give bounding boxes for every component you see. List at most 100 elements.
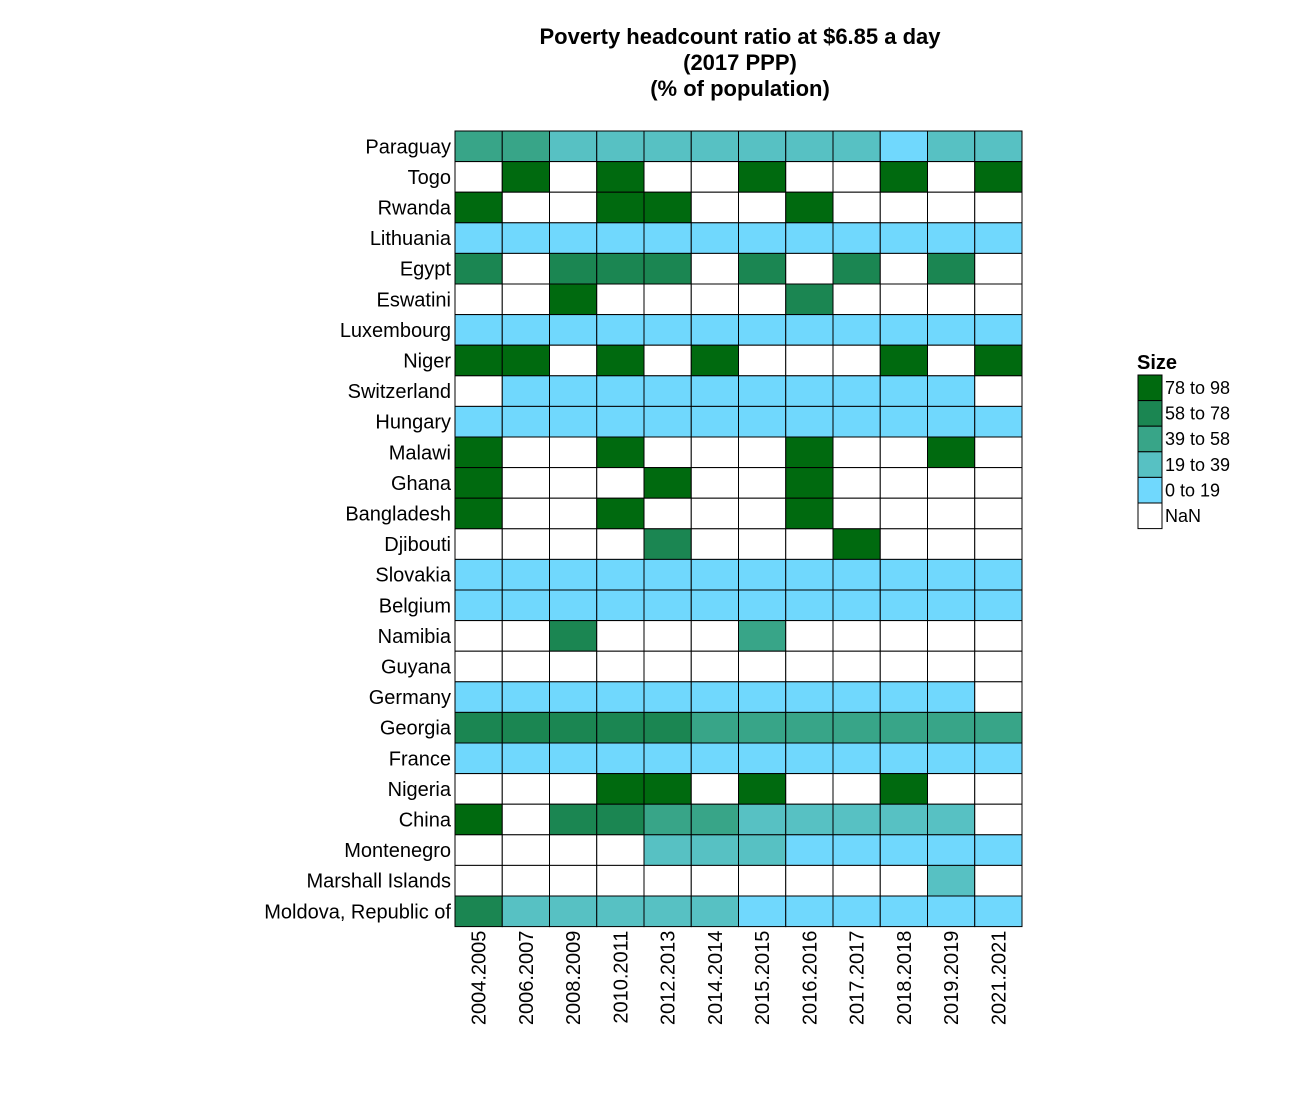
heatmap-cell — [643, 528, 692, 560]
column-label: 2014.2014 — [705, 931, 727, 1026]
heatmap-cell — [596, 497, 645, 530]
heatmap-cell — [643, 803, 692, 836]
heatmap-cell — [785, 742, 834, 775]
heatmap-cell — [690, 161, 739, 193]
heatmap-cell — [643, 681, 692, 713]
heatmap-cell — [879, 344, 928, 377]
heatmap-cell — [596, 314, 645, 346]
legend-label: 39 to 58 — [1165, 429, 1230, 449]
heatmap-cell — [879, 864, 928, 897]
heatmap-cell — [501, 252, 550, 285]
row-label: Montenegro — [344, 840, 451, 862]
heatmap-cell — [927, 711, 976, 744]
heatmap-cell — [927, 467, 976, 499]
heatmap-cell — [879, 620, 928, 652]
legend-label: NaN — [1165, 506, 1201, 526]
heatmap-cell — [738, 436, 787, 469]
legend-swatch — [1137, 476, 1163, 504]
heatmap-cell — [643, 161, 692, 193]
heatmap-cell — [927, 130, 976, 163]
heatmap-cell — [879, 161, 928, 193]
heatmap-cell — [974, 222, 1023, 254]
heatmap-cell — [832, 803, 881, 836]
heatmap-cell — [596, 681, 645, 713]
heatmap-cell — [738, 711, 787, 744]
row-label: Marshall Islands — [306, 871, 451, 893]
heatmap-cell — [927, 314, 976, 346]
heatmap-cell — [785, 222, 834, 254]
heatmap-cell — [643, 130, 692, 163]
heatmap-cell — [832, 191, 881, 224]
heatmap-cell — [501, 589, 550, 622]
heatmap-cell — [549, 558, 598, 591]
row-labels: Paraguay Togo Rwanda Lithuania Egypt Eswatini… — [264, 136, 452, 923]
heatmap-cell — [501, 436, 550, 469]
heatmap-cell — [596, 344, 645, 377]
heatmap-cell — [879, 558, 928, 591]
heatmap-cell — [690, 314, 739, 346]
heatmap-cell — [501, 314, 550, 346]
row-label: Belgium — [379, 595, 451, 617]
heatmap-cell — [549, 589, 598, 622]
legend-label: 0 to 19 — [1165, 480, 1220, 500]
heatmap-cell — [643, 620, 692, 652]
heatmap-cell — [785, 558, 834, 591]
heatmap-cell — [785, 191, 834, 224]
legend-swatch — [1137, 400, 1163, 427]
row-label: Niger — [403, 351, 451, 373]
heatmap-cell — [785, 864, 834, 897]
heatmap-cell — [832, 620, 881, 652]
heatmap-cell — [596, 620, 645, 652]
row-label: Togo — [408, 167, 451, 189]
heatmap-cell — [974, 711, 1023, 744]
heatmap-cell — [879, 528, 928, 560]
heatmap-cell — [643, 742, 692, 775]
legend: Size 78 to 98 58 to 78 39 to 58 19 to 39 0 to… — [1137, 352, 1230, 530]
heatmap-cell — [974, 773, 1023, 805]
heatmap-cell — [596, 222, 645, 254]
heatmap-cell — [974, 558, 1023, 591]
heatmap-cell — [690, 864, 739, 897]
heatmap-cell — [643, 375, 692, 407]
row-label: Hungary — [375, 412, 451, 434]
heatmap-cell — [501, 191, 550, 224]
heatmap-cell — [879, 497, 928, 530]
heatmap-cell — [974, 497, 1023, 530]
heatmap-cell — [879, 834, 928, 866]
heatmap-cell — [690, 283, 739, 316]
heatmap-cell — [785, 436, 834, 469]
heatmap-cell — [927, 558, 976, 591]
heatmap-cell — [690, 467, 739, 499]
heatmap-cell — [832, 834, 881, 866]
heatmap-cell — [738, 191, 787, 224]
heatmap-cell — [832, 528, 881, 560]
heatmap-cell — [879, 650, 928, 683]
heatmap-cell — [738, 375, 787, 407]
heatmap-cell — [454, 314, 503, 346]
column-label: 2017.2017 — [847, 931, 869, 1026]
heatmap-cell — [643, 497, 692, 530]
heatmap-cell — [596, 895, 645, 928]
heatmap-cell — [974, 344, 1023, 377]
heatmap-cell — [454, 467, 503, 499]
heatmap-cell — [690, 375, 739, 407]
heatmap-cell — [549, 436, 598, 469]
heatmap-cell — [454, 773, 503, 805]
heatmap-cell — [974, 405, 1023, 438]
heatmap-cell — [690, 650, 739, 683]
heatmap-cell — [832, 589, 881, 622]
legend-label: 58 to 78 — [1165, 404, 1230, 424]
heatmap-cell — [596, 283, 645, 316]
heatmap-cell — [738, 834, 787, 866]
heatmap-cell — [596, 864, 645, 897]
heatmap-cell — [454, 620, 503, 652]
row-label: Moldova, Republic of — [264, 901, 451, 923]
column-label: 2012.2013 — [658, 931, 680, 1026]
heatmap-cell — [454, 222, 503, 254]
heatmap-cell — [549, 130, 598, 163]
heatmap-cell — [690, 589, 739, 622]
heatmap-cell — [501, 375, 550, 407]
heatmap-cell — [454, 711, 503, 744]
heatmap-cell — [454, 375, 503, 407]
heatmap-cell — [927, 161, 976, 193]
